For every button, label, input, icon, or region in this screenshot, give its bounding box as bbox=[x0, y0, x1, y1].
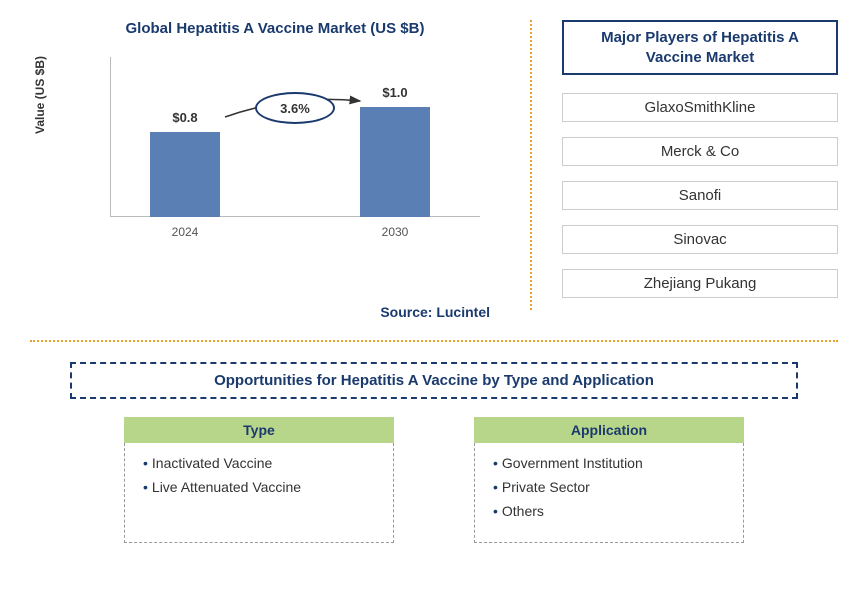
player-item: Merck & Co bbox=[562, 137, 838, 166]
list-item: •Private Sector bbox=[493, 479, 725, 495]
top-section: Global Hepatitis A Vaccine Market (US $B… bbox=[30, 20, 838, 330]
bullet-icon: • bbox=[143, 455, 148, 471]
bar-label-2030: $1.0 bbox=[360, 85, 430, 100]
source-text: Source: Lucintel bbox=[380, 304, 490, 320]
bar-label-2024: $0.8 bbox=[150, 110, 220, 125]
item-text: Private Sector bbox=[502, 479, 590, 495]
players-section: Major Players of Hepatitis A Vaccine Mar… bbox=[542, 20, 838, 330]
bullet-icon: • bbox=[493, 455, 498, 471]
list-item: •Inactivated Vaccine bbox=[143, 455, 375, 471]
chart-section: Global Hepatitis A Vaccine Market (US $B… bbox=[30, 20, 520, 330]
player-item: GlaxoSmithKline bbox=[562, 93, 838, 122]
bullet-icon: • bbox=[493, 479, 498, 495]
type-column: Type •Inactivated Vaccine •Live Attenuat… bbox=[124, 417, 394, 543]
player-item: Sinovac bbox=[562, 225, 838, 254]
item-text: Others bbox=[502, 503, 544, 519]
item-text: Live Attenuated Vaccine bbox=[152, 479, 301, 495]
list-item: •Government Institution bbox=[493, 455, 725, 471]
application-column: Application •Government Institution •Pri… bbox=[474, 417, 744, 543]
y-axis-label: Value (US $B) bbox=[33, 56, 47, 134]
type-body: •Inactivated Vaccine •Live Attenuated Va… bbox=[124, 443, 394, 543]
chart-title: Global Hepatitis A Vaccine Market (US $B… bbox=[30, 20, 520, 37]
chart-area: Value (US $B) $0.8 2024 $1.0 2030 bbox=[70, 57, 520, 237]
players-title: Major Players of Hepatitis A Vaccine Mar… bbox=[562, 20, 838, 75]
growth-rate-oval: 3.6% bbox=[255, 92, 335, 124]
item-text: Inactivated Vaccine bbox=[152, 455, 272, 471]
list-item: •Others bbox=[493, 503, 725, 519]
bullet-icon: • bbox=[143, 479, 148, 495]
item-text: Government Institution bbox=[502, 455, 643, 471]
bar-2024 bbox=[150, 132, 220, 217]
bullet-icon: • bbox=[493, 503, 498, 519]
bottom-section: Opportunities for Hepatitis A Vaccine by… bbox=[30, 362, 838, 543]
horizontal-divider bbox=[30, 340, 838, 342]
vertical-divider bbox=[530, 20, 532, 310]
application-body: •Government Institution •Private Sector … bbox=[474, 443, 744, 543]
type-header: Type bbox=[124, 417, 394, 443]
opportunities-title: Opportunities for Hepatitis A Vaccine by… bbox=[70, 362, 798, 399]
opportunities-columns: Type •Inactivated Vaccine •Live Attenuat… bbox=[30, 417, 838, 543]
player-item: Sanofi bbox=[562, 181, 838, 210]
page-container: Global Hepatitis A Vaccine Market (US $B… bbox=[0, 0, 868, 597]
x-tick-2024: 2024 bbox=[150, 225, 220, 239]
application-header: Application bbox=[474, 417, 744, 443]
y-axis-line bbox=[110, 57, 111, 217]
x-tick-2030: 2030 bbox=[360, 225, 430, 239]
list-item: •Live Attenuated Vaccine bbox=[143, 479, 375, 495]
player-item: Zhejiang Pukang bbox=[562, 269, 838, 298]
bar-2030 bbox=[360, 107, 430, 217]
